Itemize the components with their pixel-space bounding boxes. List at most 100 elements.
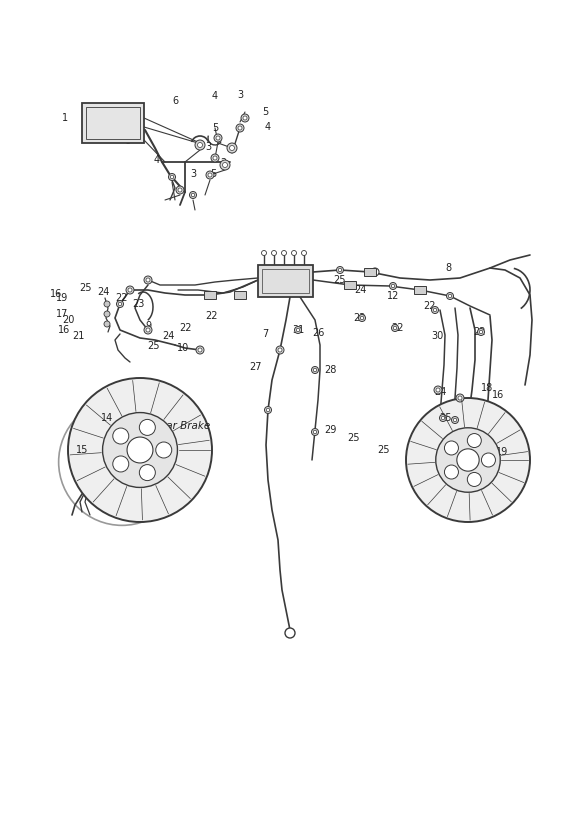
Circle shape [394,326,397,330]
Circle shape [360,316,364,320]
Text: 30: 30 [431,331,443,341]
Circle shape [311,428,318,436]
Circle shape [458,396,462,400]
Circle shape [336,266,343,274]
Text: 5: 5 [262,107,268,117]
Circle shape [406,398,530,522]
Text: 20: 20 [62,315,74,325]
Circle shape [456,394,464,402]
Text: 22: 22 [206,311,218,321]
Text: 24: 24 [97,287,109,297]
Circle shape [211,154,219,162]
Bar [364,268,376,276]
Text: 22: 22 [354,313,366,323]
Text: 14: 14 [101,413,113,423]
Text: 16: 16 [492,390,504,400]
Circle shape [168,174,175,180]
Circle shape [285,628,295,638]
Circle shape [189,191,196,199]
Circle shape [392,325,399,331]
Circle shape [128,288,132,292]
Circle shape [241,114,249,122]
Circle shape [262,250,266,255]
Text: 22: 22 [392,323,404,333]
Circle shape [296,328,300,332]
Bar [234,291,246,299]
Text: 3: 3 [237,90,243,100]
Text: 7: 7 [262,329,268,339]
Text: 24: 24 [354,285,366,295]
Text: 22: 22 [474,327,486,337]
Circle shape [144,326,152,334]
Circle shape [127,437,153,463]
Circle shape [236,124,244,132]
Bar [262,269,309,293]
Circle shape [265,406,272,414]
Circle shape [292,250,297,255]
Circle shape [371,268,379,276]
Text: 11: 11 [277,285,289,295]
Circle shape [230,146,234,151]
Text: 15: 15 [76,445,88,455]
Text: 31: 31 [292,325,304,335]
Text: 27: 27 [249,362,261,372]
Text: 17: 17 [56,309,68,319]
Text: 22: 22 [179,323,191,333]
Circle shape [103,413,177,488]
Text: 6: 6 [124,136,130,146]
Text: 8: 8 [445,263,451,273]
Bar [86,107,140,139]
Circle shape [431,307,438,313]
Text: 25: 25 [147,341,159,351]
Circle shape [118,302,122,306]
Circle shape [104,311,110,317]
Circle shape [213,156,217,160]
Circle shape [198,143,202,147]
Text: 5: 5 [210,169,216,179]
Circle shape [451,416,458,424]
Text: 25: 25 [377,445,389,455]
Text: 19: 19 [496,447,508,457]
Text: 12: 12 [387,291,399,301]
Circle shape [294,326,301,334]
Circle shape [243,116,247,120]
Circle shape [196,346,204,354]
Circle shape [104,301,110,307]
Circle shape [266,408,270,412]
Text: 16: 16 [58,325,70,335]
Circle shape [338,269,342,272]
Text: 29: 29 [324,425,336,435]
Bar [344,281,356,289]
Circle shape [301,250,307,255]
Text: 26: 26 [312,328,324,338]
Circle shape [198,348,202,352]
Text: 19: 19 [56,293,68,303]
Circle shape [276,346,284,354]
Circle shape [453,419,456,422]
Circle shape [223,162,227,167]
Text: 24: 24 [162,331,174,341]
Circle shape [113,456,129,472]
Circle shape [214,134,222,142]
Text: See Rear Brake
Caliper: See Rear Brake Caliper [130,421,210,442]
Circle shape [436,388,440,392]
Circle shape [146,328,150,332]
Circle shape [126,286,134,294]
Text: 21: 21 [72,331,84,341]
Circle shape [206,171,214,179]
Circle shape [389,283,396,289]
Text: 9: 9 [145,321,151,331]
Circle shape [104,321,110,327]
Text: 25: 25 [347,433,360,443]
Circle shape [444,441,458,455]
Circle shape [117,301,124,307]
Circle shape [208,173,212,177]
Circle shape [216,136,220,140]
Text: 25: 25 [79,283,92,293]
Circle shape [447,293,454,299]
Circle shape [359,315,366,321]
Text: 16: 16 [50,289,62,299]
Text: 28: 28 [324,365,336,375]
Text: 4: 4 [154,155,160,165]
Text: 13: 13 [447,465,459,475]
